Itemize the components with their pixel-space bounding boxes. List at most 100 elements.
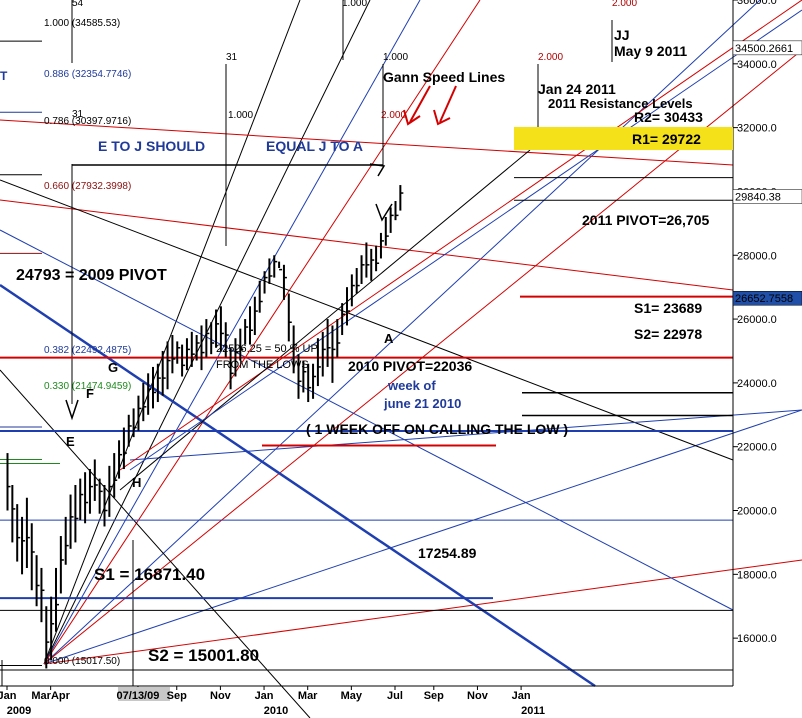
wave-label-a: A [384,331,394,346]
gann-label-2000-right: 2.000 [538,52,563,63]
x-tick-highlight [117,687,170,701]
y-tick-label-1: 34000.0 [737,59,777,71]
guide-line-15 [119,0,802,471]
x-tick-label-7: May [341,690,363,702]
level-label-s2-2011: S2= 22978 [634,326,702,342]
red-arrows [403,85,457,126]
bar-number-54: 54 [72,0,84,9]
arrow-down-left [65,399,79,421]
gann-label-2000-mid: 2.000 [381,110,406,121]
price-box-0 [732,40,802,56]
x-tick-label-2: 07/13/09 [117,690,160,702]
level-label-r1: R1= 29722 [632,131,701,147]
wave-label-f: F [86,386,94,401]
y-tick-label-5: 26000.0 [737,314,777,326]
guide-line-17 [129,9,802,471]
bar-number-31-upper: 31 [226,52,238,63]
annotation-2011-resistance: 2011 Resistance Levels [548,96,693,111]
x-tick-label-0: Jan [0,690,17,702]
annotation-50-percent-up: 22526.25 = 50 % UP [216,343,318,355]
x-tick-label-5: Jan [255,690,274,702]
level-label-s2-2009: S2 = 15001.80 [148,646,259,665]
fib-label-382: 0.382 (22492.4875) [44,345,131,356]
fib-label-1000: 1.000 (34585.53) [44,18,120,29]
left-marker-t: T [0,69,8,83]
annotation-from-the-lows: FROM THE LOWS [216,359,309,371]
price-box-label-2: 26652.7558 [735,293,793,305]
resistance-highlight-box [514,127,733,150]
red-arrow-left-head [403,109,421,126]
wave-label-h: H [132,475,141,490]
x-tick-label-1: MarApr [31,690,70,702]
annotation-jan-24-2011: Jan 24 2011 [538,81,616,97]
red-arrow-right-head [433,109,451,126]
fib-label-660: 0.660 (27932.3998) [44,181,131,192]
price-box-label-1: 29840.38 [735,192,781,204]
annotation-june-21: june 21 2010 [383,396,461,411]
y-tick-label-7: 22000.0 [737,442,777,454]
y-tick-label-8: 20000.0 [737,506,777,518]
y-tick-label-4: 28000.0 [737,250,777,262]
annotation-week-of: week of [387,378,436,393]
guide-line-8 [0,119,734,166]
arrow-down-right [375,203,393,222]
level-label-2010-pivot: 2010 PIVOT=22036 [348,358,472,374]
red-arrow-left [409,85,431,123]
red-arrow-right [439,85,457,123]
price-bars [6,185,404,669]
fib-label-886: 0.886 (32354.7746) [44,69,131,80]
y-tick-label-9: 18000.0 [737,569,777,581]
arrow-markers [65,163,393,421]
year-label-1: 2010 [264,705,288,717]
y-tick-label-6: 24000.0 [737,378,777,390]
guide-line-13 [0,369,311,718]
guide-line-14 [129,409,802,461]
annotation-one-week-off: ( 1 WEEK OFF ON CALLING THE LOW ) [306,421,568,437]
level-label-2009-pivot: 24793 = 2009 PIVOT [16,267,167,284]
guide-line-11 [0,229,734,611]
x-tick-label-8: Jul [387,690,403,702]
annotation-gann-speed-lines: Gann Speed Lines [383,69,505,85]
y-tick-label-0: 36000.0 [737,0,777,7]
y-tick-label-10: 16000.0 [737,633,777,645]
price-box-label-0: 34500.2661 [735,43,793,55]
x-tick-label-3: Sep [167,690,187,702]
guide-line-0 [43,0,301,665]
annotation-may-9-2011: May 9 2011 [614,43,687,59]
gann-label-1000-top: 1.000 [342,0,367,9]
guide-line-10 [0,179,734,461]
guide-line-3 [43,0,481,665]
guide-line-2 [43,0,421,665]
y-axis: 36000.034000.032000.030000.028000.026000… [732,0,802,686]
x-tick-label-4: Nov [210,690,232,702]
price-box-1 [732,189,802,204]
x-tick-label-9: Sep [424,690,444,702]
x-tick-label-11: Jan [512,690,531,702]
guide-line-6 [43,409,802,665]
level-label-r2: R2= 30433 [634,109,703,125]
fib-label-786: 0.786 (30397.9716) [44,116,131,127]
y-tick-label-2: 32000.0 [737,123,777,135]
guide-line-16 [119,149,531,491]
annotation-equal-j-to-a: EQUAL J TO A [266,138,363,154]
year-label-0: 2009 [7,705,31,717]
wave-label-g: G [108,360,118,375]
level-label-17254: 17254.89 [418,545,477,561]
fib-label-330: 0.330 (21474.9459) [44,381,131,392]
level-label-s1-2011: S1= 23689 [634,300,702,316]
bar-number-31-lower: 31 [72,109,84,120]
annotation-jj: JJ [614,27,630,43]
gann-label-2000-top: 2.000 [612,0,637,9]
x-tick-label-6: Mar [298,690,318,702]
level-label-2011-pivot: 2011 PIVOT=26,705 [582,212,709,228]
gann-label-1000-left: 1.000 [228,110,253,121]
annotation-e-to-j: E TO J SHOULD [98,138,205,154]
wave-label-e: E [66,434,75,449]
guide-line-12 [0,283,596,688]
price-box-2 [732,290,802,306]
year-label-2: 2011 [521,705,545,717]
gann-label-1000-mid: 1.000 [383,52,408,63]
level-lines [0,40,733,671]
guide-line-7 [43,559,802,665]
